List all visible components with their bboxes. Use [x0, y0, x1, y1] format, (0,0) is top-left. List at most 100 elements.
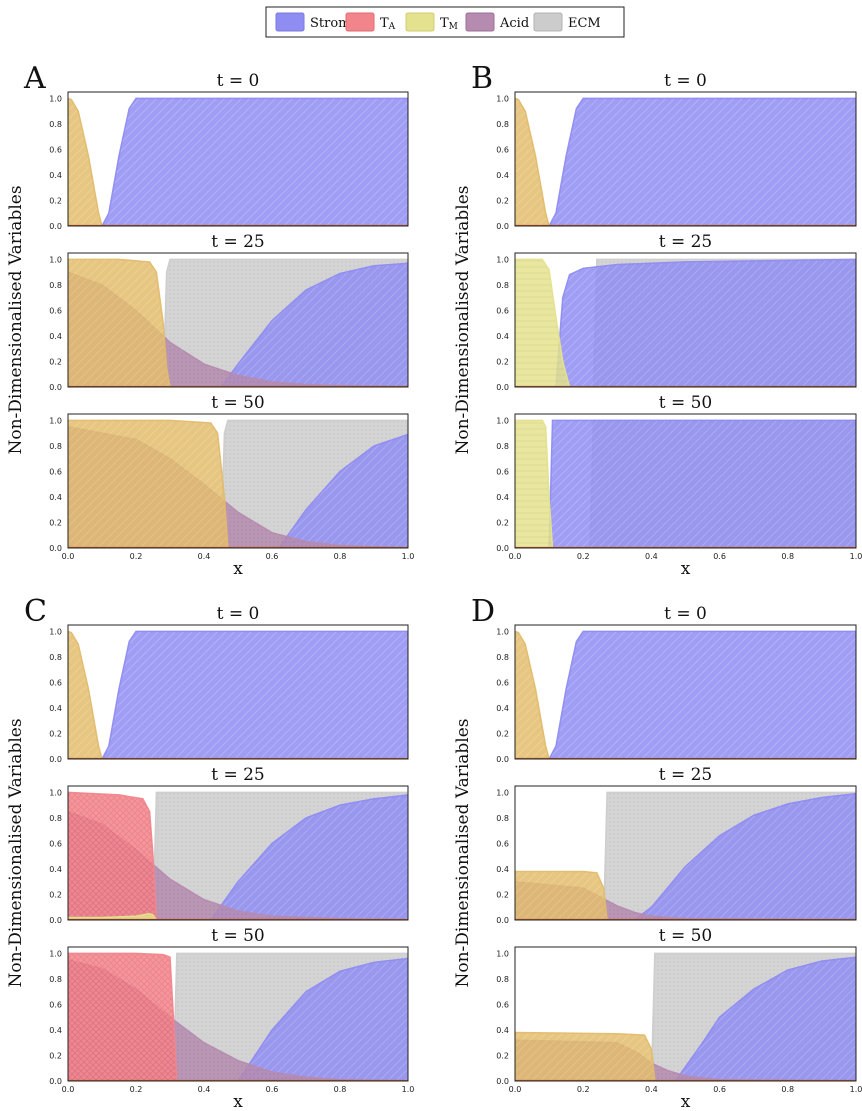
legend-swatch	[465, 12, 495, 32]
x-tick-label: 0.0	[509, 1085, 522, 1094]
area-ta	[68, 791, 408, 920]
axes-frame	[67, 91, 409, 227]
y-tick-label: 0.0	[496, 916, 509, 925]
axes-frame	[67, 946, 409, 1082]
y-tick-label: 1.0	[49, 788, 62, 797]
legend-box	[265, 6, 625, 38]
y-tick-label: 0.8	[496, 120, 509, 129]
y-tick-label: 0.2	[496, 357, 509, 366]
y-tick-label: 0.6	[49, 145, 62, 154]
area-mixed_tumour	[515, 97, 856, 226]
y-tick-label: 1.0	[496, 255, 509, 264]
y-tick-label: 0.6	[49, 839, 62, 848]
x-tick-label: 1.0	[850, 1085, 862, 1094]
axes-frame	[514, 252, 857, 388]
y-tick-label: 0.6	[496, 839, 509, 848]
legend-label: Acid	[499, 16, 529, 31]
axes-frame	[514, 946, 857, 1082]
plot-area	[68, 258, 408, 387]
y-tick-label: 0.2	[496, 196, 509, 205]
y-tick-label: 0.2	[49, 729, 62, 738]
y-tick-label: 0.8	[49, 120, 62, 129]
y-tick-label: 0.8	[496, 975, 509, 984]
y-tick-label: 0.8	[496, 281, 509, 290]
axes-frame	[67, 785, 409, 921]
subplot-A-0: t = 0 0.0 0.2 0.4 0.6 0.8 1.0	[49, 71, 409, 231]
area-mixed_tumour	[68, 97, 408, 226]
x-tick-label: 0.6	[713, 1085, 726, 1094]
x-axis-label: x	[681, 1092, 691, 1111]
plot-area	[68, 630, 408, 759]
x-tick-label: 0.2	[577, 552, 590, 561]
y-tick-label: 0.6	[496, 678, 509, 687]
y-axis-label: Non-Dimensionalised Variables	[6, 718, 26, 987]
subplot-C-1: t = 25 0.0 0.2 0.4 0.6 0.8 1.0	[49, 765, 409, 925]
y-tick-label: 0.0	[49, 222, 62, 231]
y-tick-label: 0.8	[49, 442, 62, 451]
area-stroma	[68, 97, 408, 226]
y-tick-label: 0.0	[496, 383, 509, 392]
y-tick-label: 0.0	[49, 544, 62, 553]
subplot-title: t = 0	[664, 71, 707, 91]
y-tick-label: 0.2	[49, 196, 62, 205]
axes-frame	[67, 252, 409, 388]
area-stroma	[515, 630, 856, 759]
y-tick-label: 1.0	[49, 627, 62, 636]
y-tick-label: 0.2	[49, 1051, 62, 1060]
subplot-title: t = 25	[659, 765, 713, 785]
area-mixed_tumour	[515, 870, 856, 920]
subplot-title: t = 25	[211, 765, 265, 785]
plot-area	[515, 791, 856, 920]
x-axis-label: x	[233, 1092, 243, 1111]
axes-frame	[514, 413, 857, 549]
x-tick-label: 1.0	[402, 1085, 415, 1094]
plot-area	[68, 97, 408, 226]
x-tick-label: 0.6	[266, 552, 279, 561]
y-tick-label: 0.8	[496, 653, 509, 662]
axes-frame	[67, 413, 409, 549]
y-tick-label: 0.8	[49, 814, 62, 823]
legend-swatch	[345, 12, 375, 32]
area-ta	[68, 952, 408, 1081]
y-tick-label: 1.0	[49, 416, 62, 425]
y-tick-label: 0.4	[49, 493, 62, 502]
x-tick-label: 0.2	[577, 1085, 590, 1094]
subplot-B-2: t = 50 0.0 0.2 0.4 0.6 0.8 1.0 0.0 0.2 0.4 0.6 0.8 1…	[496, 393, 862, 579]
area-stroma	[515, 258, 856, 387]
area-mixed_tumour	[515, 630, 856, 759]
area-stroma	[515, 419, 856, 548]
subplot-B-0: t = 0 0.0 0.2 0.4 0.6 0.8 1.0	[496, 71, 857, 231]
y-axis-label: Non-Dimensionalised Variables	[6, 185, 26, 454]
y-axis-label: Non-Dimensionalised Variables	[453, 718, 473, 987]
area-stroma	[515, 97, 856, 226]
x-tick-label: 0.0	[62, 552, 75, 561]
y-tick-label: 0.8	[496, 814, 509, 823]
subplot-title: t = 25	[659, 232, 713, 252]
y-tick-label: 0.4	[49, 704, 62, 713]
area-tm	[68, 912, 408, 920]
area-tm	[515, 258, 856, 387]
y-tick-label: 1.0	[496, 416, 509, 425]
legend-label: TA	[380, 16, 396, 32]
area-stroma	[515, 956, 856, 1081]
y-tick-label: 0.0	[496, 755, 509, 764]
x-tick-label: 0.4	[645, 1085, 658, 1094]
subplot-C-0: t = 0 0.0 0.2 0.4 0.6 0.8 1.0	[49, 604, 409, 764]
x-tick-label: 0.8	[334, 1085, 347, 1094]
y-tick-label: 0.6	[49, 1000, 62, 1009]
legend-label: TM	[440, 16, 458, 32]
subplot-title: t = 0	[217, 71, 260, 91]
x-tick-label: 0.0	[509, 552, 522, 561]
plot-area	[68, 952, 408, 1081]
plot-area	[68, 791, 408, 920]
y-tick-label: 0.6	[496, 467, 509, 476]
y-tick-label: 0.8	[49, 653, 62, 662]
subplot-D-0: t = 0 0.0 0.2 0.4 0.6 0.8 1.0	[496, 604, 857, 764]
x-tick-label: 1.0	[850, 552, 862, 561]
x-axis-label: x	[681, 559, 691, 579]
x-tick-label: 1.0	[402, 552, 415, 561]
legend-swatch	[405, 12, 435, 32]
axes-frame	[67, 624, 409, 760]
